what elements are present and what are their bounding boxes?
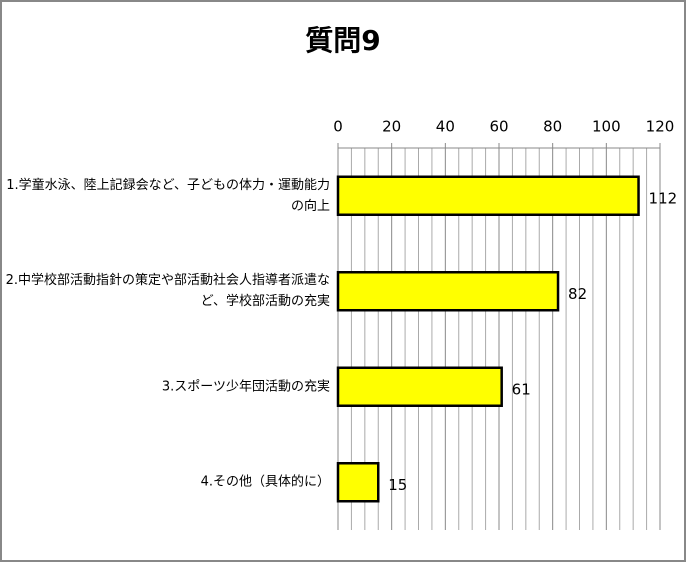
x-tick-label: 40 — [436, 118, 455, 136]
data-label: 82 — [568, 285, 587, 303]
data-label: 15 — [388, 476, 407, 494]
bar — [336, 175, 640, 216]
chart-title: 質問9 — [305, 24, 380, 57]
category-label: 1.学童水泳、陸上記録会など、子どもの体力・運動能力の向上 — [6, 177, 330, 214]
x-tick-label: 20 — [382, 118, 401, 136]
x-tick-label: 120 — [646, 118, 675, 136]
x-tick-label: 60 — [489, 118, 508, 136]
x-tick-label: 0 — [333, 118, 343, 136]
category-label: 4.その他（具体的に） — [200, 474, 330, 490]
x-tick-label: 100 — [592, 118, 621, 136]
category-label: 3.スポーツ少年団活動の充実 — [161, 379, 330, 395]
bar — [336, 462, 380, 503]
bar — [336, 366, 503, 407]
bar — [336, 271, 560, 312]
data-label: 61 — [512, 380, 531, 398]
category-label: 2.中学校部活動指針の策定や部活動社会人指導者派遣など、学校部活動の充実 — [5, 273, 330, 310]
data-label: 112 — [649, 189, 678, 207]
x-tick-label: 80 — [543, 118, 562, 136]
